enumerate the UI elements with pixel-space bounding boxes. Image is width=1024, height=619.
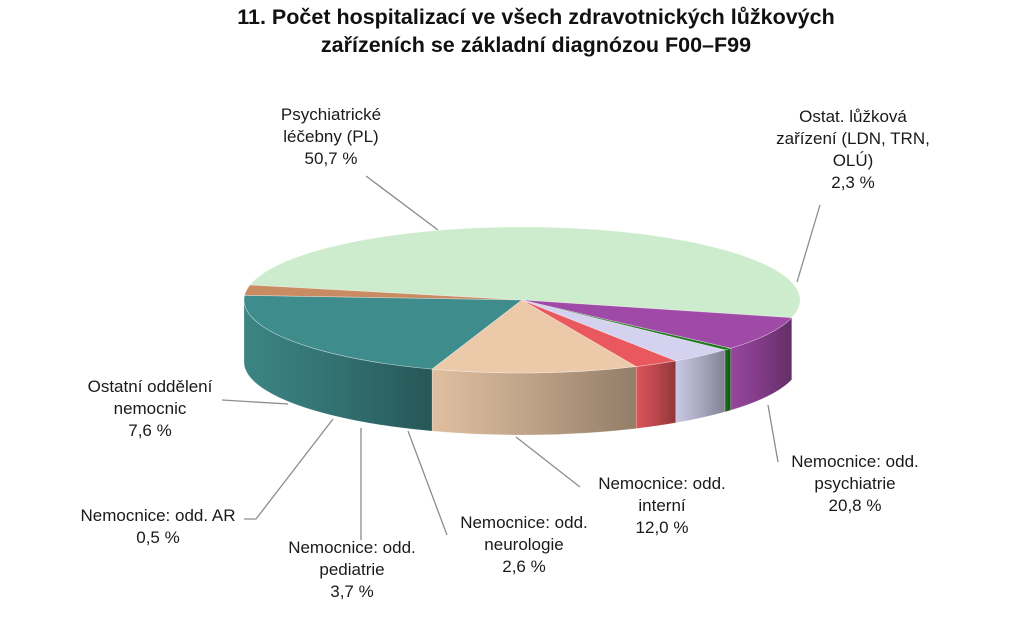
data-label-ostat: zařízení (LDN, TRN, [776,129,930,148]
leader-lines [221,175,821,540]
slice-side-neuro [635,360,677,429]
data-label-pl: léčebny (PL) [283,127,378,146]
data-label-ostat: OLÚ) [833,151,874,170]
slice-side-int [431,366,637,436]
leader-line-pl [365,175,439,231]
data-label-value-pl: 50,7 % [305,149,358,168]
slice-top-psych [243,295,523,370]
leader-line-int [515,436,581,488]
data-label-value-ped: 3,7 % [330,582,373,601]
data-label-ped: pediatrie [319,560,384,579]
data-label-neuro: Nemocnice: odd. [460,513,588,532]
pie-sides [243,299,793,436]
leader-line-neuro [407,430,448,536]
slice-top-int [431,299,638,374]
data-label-int: interní [638,496,686,515]
data-label-psych: Nemocnice: odd. [791,452,919,471]
slice-side-ped [675,349,726,424]
data-label-int: Nemocnice: odd. [598,474,726,493]
leader-line-ostnem [221,399,289,405]
data-label-ostat: Ostat. lůžková [799,107,907,126]
slice-top-pl [249,226,801,318]
data-label-ped: Nemocnice: odd. [288,538,416,557]
data-label-neuro: neurologie [484,535,563,554]
chart-title-line-2: zařízeních se základní diagnózou F00–F99 [321,33,751,57]
data-label-value-ostnem: 7,6 % [128,421,171,440]
data-label-psych: psychiatrie [814,474,895,493]
leader-line-ar [244,418,334,520]
data-label-value-psych: 20,8 % [829,496,882,515]
chart-title-line-1: 11. Počet hospitalizací ve všech zdravot… [237,5,834,29]
pie-tops [243,226,801,374]
data-label-ostnem: Ostatní oddělení [88,377,213,396]
slice-side-ar [724,347,732,413]
data-label-value-neuro: 2,6 % [502,557,545,576]
data-label-ar: Nemocnice: odd. AR [81,506,236,525]
data-label-value-ostat: 2,3 % [831,173,874,192]
data-label-ostnem: nemocnic [114,399,187,418]
leader-line-psych [767,404,779,463]
data-label-value-int: 12,0 % [636,518,689,537]
data-label-value-ar: 0,5 % [136,528,179,547]
leader-line-ostat [796,204,821,283]
slice-top-ostnem [521,299,793,349]
data-label-pl: Psychiatrické [281,105,381,124]
slice-labels: Psychiatrické léčebny (PL) 50,7 % Ostat. lů… [81,105,930,601]
